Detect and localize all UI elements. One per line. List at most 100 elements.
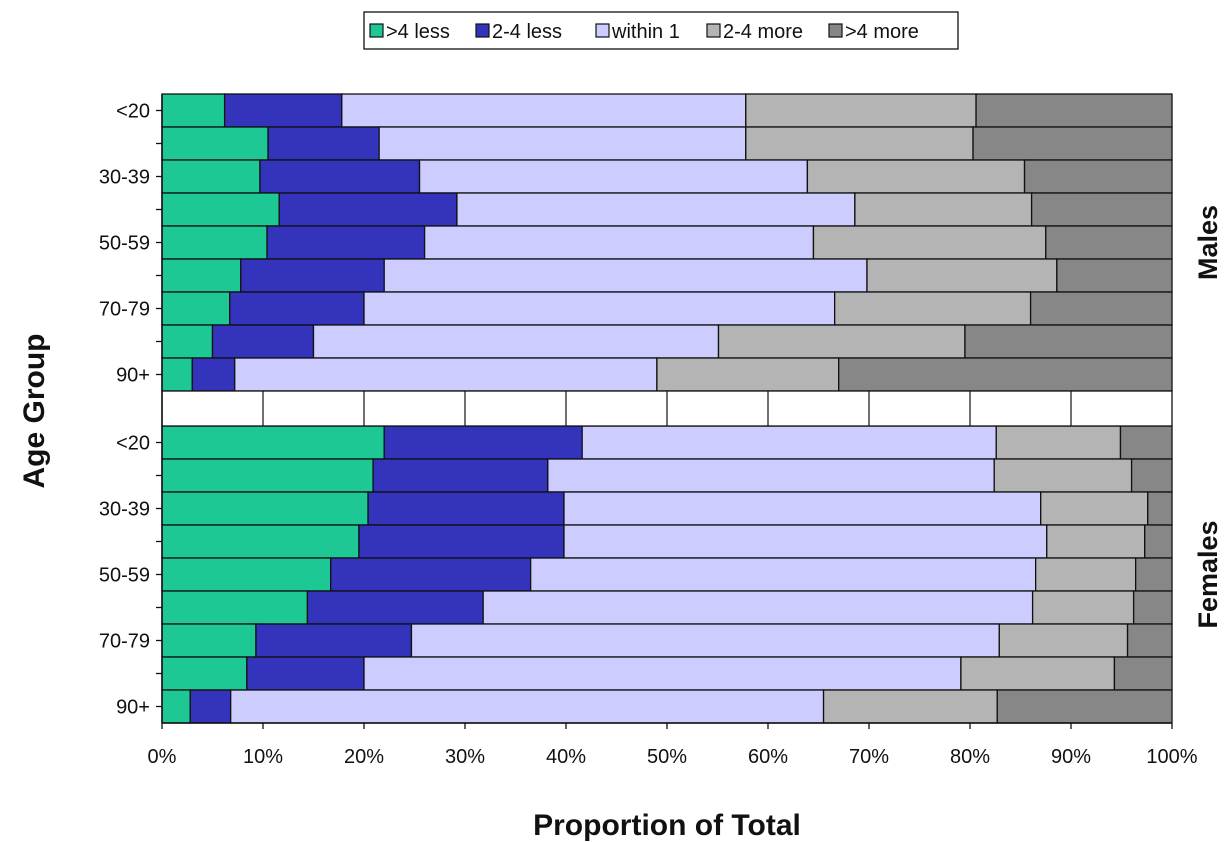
bar-segment: [960, 656, 1116, 691]
bar-segment: [161, 159, 261, 194]
bar-segment: [1144, 524, 1173, 559]
bar-segment: [563, 491, 1042, 526]
bar-segment: [161, 425, 385, 460]
legend-label: 2-4 more: [723, 21, 803, 43]
bar-segment: [410, 623, 1000, 658]
y-tick-label: 70-79: [99, 299, 150, 321]
bar-segment: [812, 225, 1047, 260]
bar-segment: [367, 491, 565, 526]
bar-segment: [838, 357, 1173, 392]
bar-segment: [363, 656, 962, 691]
bar-segment: [854, 192, 1033, 227]
x-axis-title: Proportion of Total: [533, 809, 801, 842]
bar-segment: [161, 524, 360, 559]
x-tick-label: 40%: [546, 746, 586, 768]
bar-segment: [456, 192, 856, 227]
bar-segment: [423, 225, 815, 260]
bar-segment: [161, 192, 280, 227]
bar-segment: [995, 425, 1122, 460]
y-tick-label: 50-59: [99, 565, 150, 587]
y-tick-label: <20: [116, 101, 150, 123]
bar-segment: [230, 689, 825, 724]
legend: >4 less 2-4 less within 1 2-4 more >4 more: [363, 11, 959, 50]
panel-label-females: Females: [1193, 520, 1223, 628]
bar-segment: [161, 491, 369, 526]
bar-segment: [161, 324, 214, 359]
bar-segment: [266, 225, 426, 260]
bar-segment: [834, 291, 1032, 326]
x-tick-label: 10%: [243, 746, 283, 768]
bar-segment: [964, 324, 1173, 359]
panel-females: <20 30-39 50-59 70-79 90+ Females: [99, 425, 1223, 724]
bar-segment: [240, 258, 385, 293]
bar-segment: [161, 557, 332, 592]
bar-segment: [745, 93, 977, 128]
bar-segment: [1134, 557, 1173, 592]
bar-segment: [278, 192, 458, 227]
bar-row: [161, 656, 1173, 691]
y-tick-label: 30-39: [99, 499, 150, 521]
bar-segment: [563, 524, 1048, 559]
y-tick-label: 70-79: [99, 631, 150, 653]
bar-segment: [806, 159, 1026, 194]
legend-swatch: [595, 23, 610, 38]
plot-area: <20 30-39 50-59 70-79 90+ Males <20 30-39 50-59 7…: [99, 93, 1223, 724]
bar-segment: [383, 425, 583, 460]
legend-swatch: [706, 23, 721, 38]
bar-segment: [223, 93, 343, 128]
bar-segment: [234, 357, 658, 392]
x-tick-label: 30%: [445, 746, 485, 768]
bar-segment: [1035, 557, 1137, 592]
bar-segment: [1031, 590, 1135, 625]
bar-segment: [996, 689, 1173, 724]
x-tick-label: 20%: [344, 746, 384, 768]
bar-row: [161, 590, 1173, 625]
bar-segment: [998, 623, 1129, 658]
bar-segment: [717, 324, 966, 359]
x-tick-label: 50%: [647, 746, 687, 768]
bar-row: [161, 258, 1173, 293]
bar-segment: [211, 324, 315, 359]
bar-segment: [229, 291, 365, 326]
x-tick-label: 0%: [148, 746, 177, 768]
y-tick-label: <20: [116, 433, 150, 455]
bar-segment: [161, 126, 269, 161]
legend-entry: 2-4 less: [475, 21, 562, 43]
bar-segment: [161, 656, 248, 691]
bar-segment: [745, 126, 974, 161]
x-axis: 0% 10% 20% 30% 40% 50% 60% 70% 80% 90% 100%: [148, 722, 1198, 768]
bar-row: [161, 524, 1173, 559]
bar-segment: [378, 126, 747, 161]
x-tick-label: 80%: [950, 746, 990, 768]
bar-segment: [1126, 623, 1173, 658]
bar-row: [161, 491, 1173, 526]
bar-segment: [1046, 524, 1146, 559]
legend-entry: 2-4 more: [706, 21, 803, 43]
bar-segment: [581, 425, 997, 460]
bar-segment: [372, 458, 549, 493]
bar-segment: [161, 623, 257, 658]
bar-row: [161, 93, 1173, 128]
legend-label: 2-4 less: [492, 21, 562, 43]
bar-segment: [418, 159, 809, 194]
bar-segment: [383, 258, 868, 293]
bar-segment: [161, 689, 191, 724]
bar-row: [161, 623, 1173, 658]
bar-row: [161, 291, 1173, 326]
bar-segment: [161, 258, 242, 293]
y-axis-title: Age Group: [18, 334, 51, 489]
x-tick-label: 60%: [748, 746, 788, 768]
bar-segment: [363, 291, 836, 326]
bar-row: [161, 159, 1173, 194]
y-tick-label: 90+: [116, 365, 150, 387]
panel-separator: [161, 390, 1173, 427]
legend-box: [363, 11, 959, 50]
bar-segment: [330, 557, 532, 592]
legend-swatch: [475, 23, 490, 38]
bar-row: [161, 225, 1173, 260]
legend-label: within 1: [611, 21, 680, 43]
y-tick-label: 30-39: [99, 167, 150, 189]
bar-segment: [547, 458, 995, 493]
bar-segment: [530, 557, 1037, 592]
